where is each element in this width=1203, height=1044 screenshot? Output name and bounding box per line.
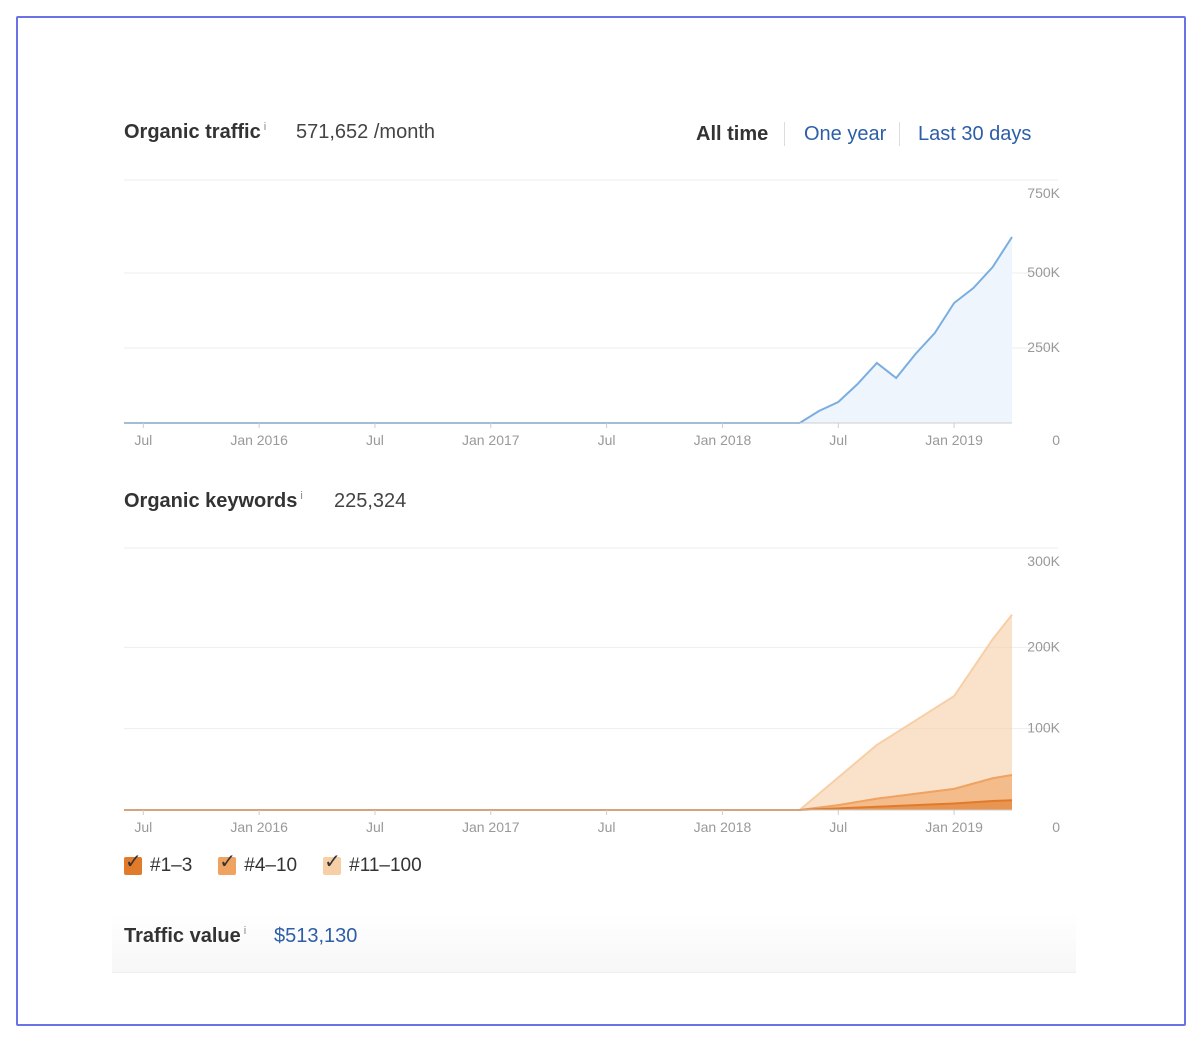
series-area [124,237,1012,423]
y-tick-label: 0 [1052,819,1060,835]
range-all-time[interactable]: All time [696,123,769,145]
info-icon[interactable]: i [263,121,267,134]
x-tick-label: Jul [829,819,847,835]
traffic-value-panel [112,912,1076,973]
y-tick-label: 100K [1027,720,1060,736]
legend-item-top3[interactable]: ✓ #1–3 [124,852,193,877]
legend-checkbox-top100[interactable]: ✓ [323,852,342,875]
range-last-30-days[interactable]: Last 30 days [918,123,1032,145]
legend-checkbox-top3[interactable]: ✓ [124,852,142,875]
x-tick-label: Jul [366,432,384,448]
y-tick-label: 0 [1052,432,1060,448]
organic-traffic-label: Organic traffic [124,121,261,143]
x-tick-label: Jul [598,432,616,448]
y-tick-label: 500K [1027,264,1060,280]
x-tick-label: Jul [366,819,384,835]
range-divider [784,122,785,146]
series-area [124,800,1012,810]
x-tick-label: Jul [134,819,152,835]
x-tick-label: Jul [134,432,152,448]
traffic-value-label: Traffic value [124,925,241,947]
range-divider [899,122,900,146]
checkmark-icon: ✓ [219,851,237,873]
checkmark-icon: ✓ [125,851,142,873]
x-tick-label: Jan 2017 [462,819,520,835]
keywords-legend: ✓ #1–3 ✓ #4–10 ✓ #11–100 [124,852,422,877]
y-tick-label: 200K [1027,638,1060,654]
x-tick-label: Jan 2019 [925,819,983,835]
series-line [124,614,1013,811]
traffic-value-amount[interactable]: $513,130 [274,925,358,947]
x-tick-label: Jan 2016 [230,819,288,835]
legend-label-top10: #4–10 [244,855,298,876]
organic-keywords-chart: 300K 200K 100K 0 Jul Jan 2016 Jul Jan 2017 Jul Ja… [124,547,1061,835]
legend-item-top100[interactable]: ✓ #11–100 [323,852,422,877]
x-tick-label: Jan 2018 [694,432,752,448]
x-tick-label: Jan 2017 [462,432,520,448]
y-tick-label: 300K [1027,553,1060,569]
organic-keywords-title: Organic keywords i [124,490,303,513]
info-icon[interactable]: i [300,490,303,503]
x-tick-label: Jan 2018 [694,819,752,835]
main-frame [16,16,1186,1026]
x-tick-label: Jul [829,432,847,448]
organic-keywords-label: Organic keywords [124,490,298,512]
y-tick-label: 250K [1027,339,1060,355]
series-line [124,236,1013,424]
organic-traffic-title: Organic traffic i [124,121,266,144]
x-tick-label: Jan 2016 [230,432,288,448]
x-tick-label: Jan 2019 [925,432,983,448]
info-icon[interactable]: i [243,925,247,938]
legend-checkbox-top10[interactable]: ✓ [218,852,237,875]
organic-traffic-chart: 750K 500K 250K 0 Jul Jan 2016 Jul Jan 2017 Jul Ja… [124,179,1061,448]
legend-label-top3: #1–3 [150,855,193,876]
checkmark-icon: ✓ [324,851,341,873]
traffic-value-title: Traffic value i [124,925,246,948]
legend-label-top100: #11–100 [349,855,422,876]
organic-keywords-value: 225,324 [334,490,407,512]
range-one-year[interactable]: One year [804,123,887,145]
organic-traffic-value: 571,652 /month [296,121,435,143]
x-tick-label: Jul [598,819,616,835]
series-area [124,614,1012,810]
y-tick-label: 750K [1027,185,1060,201]
legend-item-top10[interactable]: ✓ #4–10 [218,852,298,877]
